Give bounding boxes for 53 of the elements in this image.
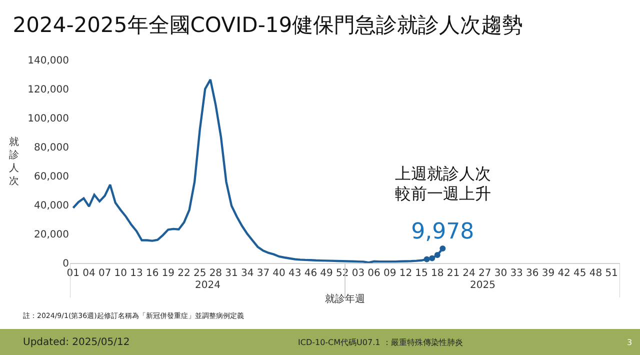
annotation: 較前一週上升 [395,184,491,203]
x-tick-label: 31 [225,268,238,279]
y-tick-label: 60,000 [34,172,69,182]
x-axis-title: 就診年週 [325,293,365,305]
x-tick-label: 10 [114,268,128,279]
y-axis-title: 就診人次 [9,136,19,187]
y-tick-label: 40,000 [34,200,69,212]
x-tick-label: 13 [130,268,143,279]
x-tick-label: 16 [146,268,159,279]
x-tick-label: 04 [82,268,96,279]
data-label: 9,978 [411,219,474,244]
x-tick-label: 21 [446,268,460,279]
x-tick-label: 37 [256,268,270,279]
x-tick-label: 36 [526,268,539,279]
text: 3 [627,338,632,347]
x-tick-label: 15 [415,268,428,279]
x-tick-label: 46 [304,268,318,279]
x-tick-label: 48 [589,268,602,279]
x-tick-label: 12 [399,268,412,279]
annotation: 上週就診人次 [395,164,491,183]
x-tick-label: 49 [320,268,333,279]
y-tick-label: 120,000 [28,84,69,96]
x-tick-label: 22 [178,268,190,279]
x-tick-label: 24 [462,268,476,279]
x-tick-label: 03 [352,268,365,279]
x-tick-label: 28 [209,268,222,279]
y-tick-label: 100,000 [28,114,69,124]
chart-title: 2024-2025年全國COVID-19健保門急診就診人次趨勢 [12,13,524,38]
x-tick-label: 45 [574,268,586,279]
y-tick-label: 80,000 [34,142,69,154]
y-tick-label: 20,000 [34,230,69,240]
x-tick-label: 43 [288,268,302,279]
text: 2025 [470,280,496,291]
x-tick-label: 51 [605,268,618,279]
x-tick-label: 06 [368,268,380,279]
y-tick-label: 140,000 [28,56,69,66]
x-tick-label: 42 [558,268,570,279]
x-tick-label: 40 [272,268,286,279]
text: 2024 [195,280,220,291]
y-tick-label: 0 [62,258,69,270]
x-tick-label: 34 [240,268,254,279]
text: Updated: 2025/05/12 [23,337,130,348]
x-tick-label: 18 [431,268,444,279]
text: ICD-10-CM代碼U07.1 ：嚴重特殊傳染性肺炎 [298,338,463,347]
x-tick-label: 39 [542,268,555,279]
x-tick-label: 09 [384,268,396,279]
x-tick-label: 07 [98,268,112,279]
x-tick-label: 25 [193,268,206,279]
x-tick-label: 27 [478,268,492,279]
x-tick-label: 01 [66,268,80,279]
x-tick-label: 19 [162,268,175,279]
x-tick-label: 30 [494,268,508,279]
x-tick-label: 33 [510,268,523,279]
